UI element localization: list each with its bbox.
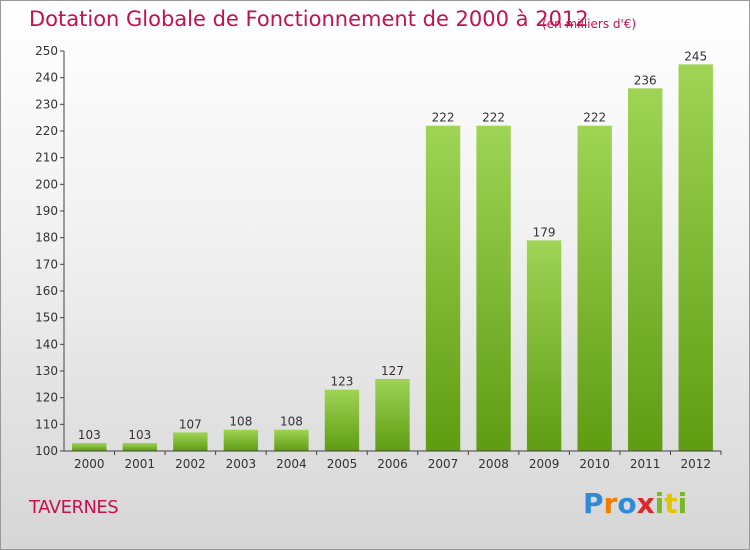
x-tick-label: 2002 xyxy=(175,457,206,471)
x-tick-label: 2007 xyxy=(428,457,459,471)
y-tick-label: 130 xyxy=(35,364,58,378)
bar-value-label: 108 xyxy=(280,415,303,429)
logo-letter: P xyxy=(583,487,604,520)
logo-letter: t xyxy=(664,487,678,520)
bar xyxy=(577,125,612,452)
y-axis: 100 110 120 130 140 150 160 170 180 190 200 210 220 2… xyxy=(35,44,65,458)
y-tick-label: 250 xyxy=(35,44,58,58)
logo-letter: r xyxy=(603,487,618,520)
x-tick-label: 2003 xyxy=(226,457,257,471)
x-axis: 2000 2001 2002 2003 2004 2005 2006 2007 2008 2009… xyxy=(64,450,722,471)
bar xyxy=(678,64,713,452)
y-tick-label: 160 xyxy=(35,284,58,298)
x-tick-label: 2008 xyxy=(478,457,509,471)
bar xyxy=(526,240,562,451)
bar-value-label: 245 xyxy=(684,49,707,63)
y-tick-label: 210 xyxy=(35,151,58,165)
bar-value-label: 222 xyxy=(583,111,606,125)
bar xyxy=(223,429,259,451)
y-tick-label: 120 xyxy=(35,391,58,405)
bar-value-label: 108 xyxy=(229,415,252,429)
x-tick-label: 2009 xyxy=(529,457,560,471)
y-tick-label: 110 xyxy=(35,417,58,431)
bar xyxy=(274,429,309,451)
x-tick-label: 2010 xyxy=(579,457,610,471)
bar xyxy=(628,88,663,451)
x-tick-label: 2012 xyxy=(680,457,711,471)
x-tick-label: 2006 xyxy=(377,457,408,471)
y-tick-label: 190 xyxy=(35,204,58,218)
bar xyxy=(476,125,511,452)
bar-value-label: 236 xyxy=(634,73,657,87)
bar-value-label: 127 xyxy=(381,364,404,378)
logo-letter: x xyxy=(636,487,655,520)
y-tick-label: 180 xyxy=(35,231,58,245)
logo-letter: i xyxy=(654,487,665,520)
bar-value-label: 222 xyxy=(482,111,505,125)
x-tick-label: 2001 xyxy=(125,457,156,471)
unit-note: (en milliers d'€) xyxy=(542,17,637,31)
commune-name: TAVERNES xyxy=(29,497,119,518)
x-tick-label: 2011 xyxy=(630,457,661,471)
bar xyxy=(122,443,157,451)
y-tick-label: 200 xyxy=(35,177,58,191)
bar xyxy=(324,389,360,451)
y-tick-label: 170 xyxy=(35,257,58,271)
y-tick-label: 140 xyxy=(35,337,58,351)
bar-value-label: 179 xyxy=(533,225,556,239)
x-tick-label: 2004 xyxy=(276,457,307,471)
bar-value-label: 222 xyxy=(432,111,455,125)
bar-value-label: 107 xyxy=(179,417,202,431)
bar xyxy=(173,432,208,451)
y-tick-label: 220 xyxy=(35,124,58,138)
chart-title: Dotation Globale de Fonctionnement de 20… xyxy=(29,7,589,31)
logo-letter: o xyxy=(617,487,637,520)
bar xyxy=(72,443,107,451)
proxiti-logo: Proxiti xyxy=(583,487,687,520)
logo-letter: i xyxy=(677,487,688,520)
bar-value-label: 123 xyxy=(331,375,354,389)
bar-value-label: 103 xyxy=(128,428,151,442)
bars: 103 103 107 108 108 123 127 222 222 179 222 236 245 xyxy=(72,49,713,452)
bar-value-label: 103 xyxy=(78,428,101,442)
y-tick-label: 150 xyxy=(35,311,58,325)
bar xyxy=(375,379,410,451)
bar xyxy=(425,125,461,452)
x-tick-label: 2000 xyxy=(74,457,105,471)
y-tick-label: 240 xyxy=(35,71,58,85)
y-tick-label: 100 xyxy=(35,444,58,458)
x-tick-label: 2005 xyxy=(327,457,358,471)
y-tick-label: 230 xyxy=(35,97,58,111)
